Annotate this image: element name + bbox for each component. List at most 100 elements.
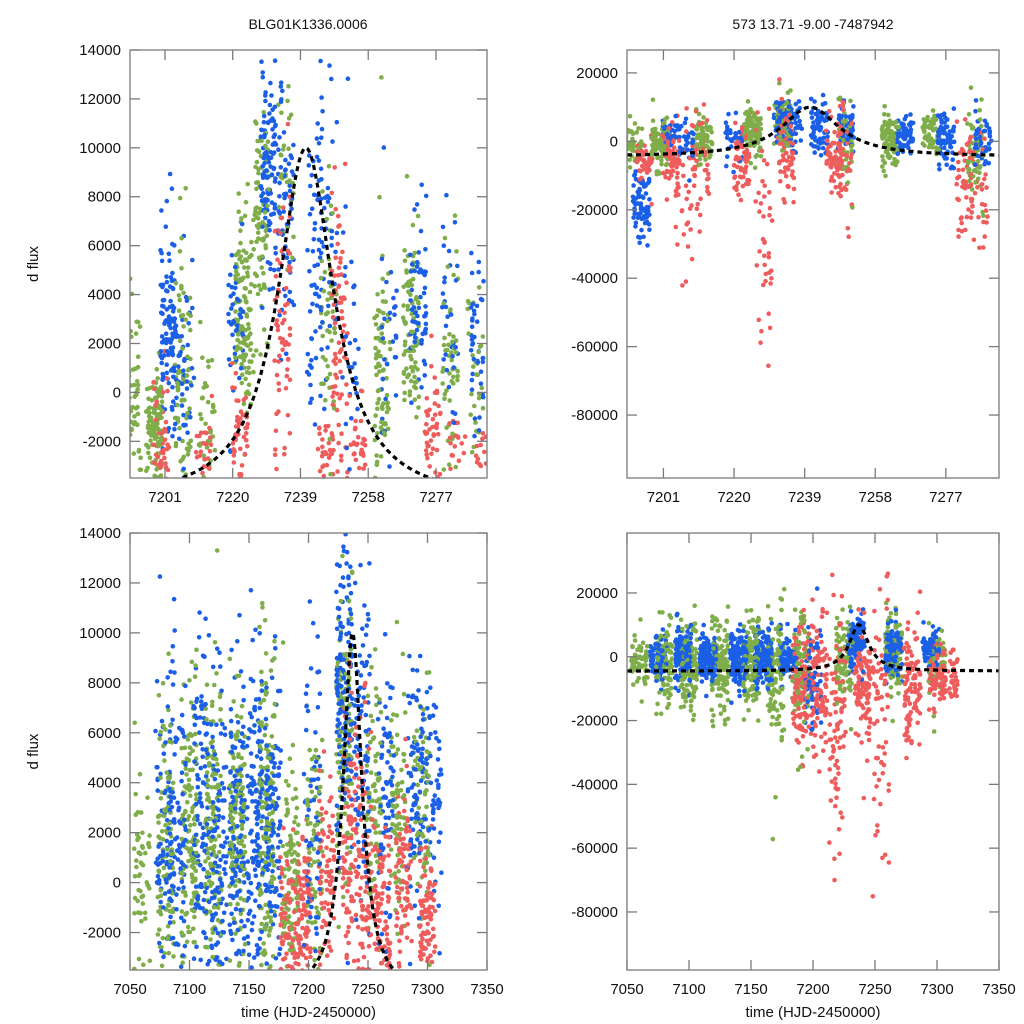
point-blue	[334, 119, 340, 125]
point-red	[963, 227, 968, 233]
point-green	[886, 146, 892, 151]
point-blue	[416, 250, 422, 255]
point-blue	[270, 127, 275, 132]
point-blue	[158, 248, 163, 253]
point-red	[404, 935, 410, 941]
point-blue	[201, 897, 207, 903]
point-blue	[986, 141, 992, 146]
point-green	[452, 213, 458, 218]
point-blue	[344, 445, 350, 451]
point-blue	[440, 304, 445, 310]
point-red	[684, 106, 689, 111]
point-red	[838, 124, 843, 129]
point-red	[152, 461, 158, 466]
point-blue	[281, 130, 287, 135]
point-green	[335, 509, 340, 514]
point-red	[356, 776, 362, 781]
point-blue	[259, 193, 264, 199]
point-red	[229, 361, 235, 366]
point-red	[321, 749, 327, 754]
point-green	[780, 148, 785, 153]
point-blue	[167, 258, 172, 264]
point-red	[273, 428, 279, 434]
point-blue	[380, 376, 386, 382]
point-blue	[412, 268, 418, 274]
point-blue	[946, 132, 952, 137]
point-green	[156, 813, 162, 819]
point-green	[442, 335, 447, 341]
point-green	[368, 740, 373, 745]
point-green	[702, 134, 708, 139]
point-green	[384, 409, 390, 415]
point-green	[745, 109, 750, 115]
point-green	[235, 317, 241, 323]
point-blue	[319, 95, 324, 100]
point-green	[206, 364, 211, 370]
point-green	[920, 141, 926, 146]
point-red	[840, 146, 845, 152]
point-green	[379, 331, 385, 336]
point-blue	[408, 1005, 413, 1010]
point-red	[781, 156, 787, 162]
point-green	[347, 513, 352, 518]
point-blue	[289, 206, 294, 212]
point-red	[203, 503, 208, 508]
point-green	[245, 343, 251, 349]
point-blue	[164, 349, 170, 354]
point-blue	[182, 943, 188, 949]
point-green	[442, 235, 448, 241]
point-green	[138, 467, 144, 473]
point-red	[429, 517, 434, 522]
point-red	[954, 119, 960, 124]
point-green	[378, 354, 384, 359]
point-green	[312, 957, 317, 963]
point-blue	[226, 357, 232, 362]
model-curve	[627, 105, 999, 157]
point-green	[254, 239, 259, 244]
point-green	[381, 401, 386, 406]
point-green	[200, 355, 205, 361]
point-green	[236, 191, 241, 196]
point-green	[290, 769, 295, 775]
point-blue	[168, 368, 174, 373]
point-green	[411, 348, 417, 354]
point-blue	[379, 325, 385, 330]
point-blue	[811, 125, 816, 131]
point-green	[896, 125, 901, 130]
point-green	[197, 443, 203, 448]
point-blue	[257, 728, 262, 733]
point-red	[283, 342, 288, 347]
point-red	[778, 130, 783, 135]
point-green	[177, 195, 183, 201]
point-green	[396, 869, 401, 874]
point-blue	[352, 337, 358, 343]
point-green	[886, 152, 891, 157]
point-red	[676, 138, 682, 143]
point-blue	[724, 124, 730, 130]
point-red	[434, 447, 440, 453]
point-blue	[179, 403, 185, 408]
point-green	[466, 331, 471, 336]
point-red	[163, 483, 168, 488]
point-green	[319, 258, 325, 264]
point-green	[155, 376, 160, 381]
point-blue	[235, 720, 241, 725]
point-green	[148, 438, 153, 443]
point-red	[968, 171, 974, 177]
point-green	[320, 189, 325, 194]
point-green	[380, 299, 386, 304]
point-green	[241, 358, 247, 363]
point-red	[154, 399, 159, 404]
point-red	[694, 206, 700, 212]
point-blue	[308, 183, 313, 189]
point-blue	[364, 828, 369, 834]
point-red	[386, 843, 391, 848]
point-blue	[176, 436, 182, 442]
point-red	[767, 205, 773, 211]
point-red	[328, 991, 333, 996]
point-blue	[265, 855, 271, 860]
point-green	[138, 910, 143, 916]
point-red	[282, 451, 287, 457]
point-blue	[256, 801, 262, 807]
point-green	[159, 408, 165, 414]
